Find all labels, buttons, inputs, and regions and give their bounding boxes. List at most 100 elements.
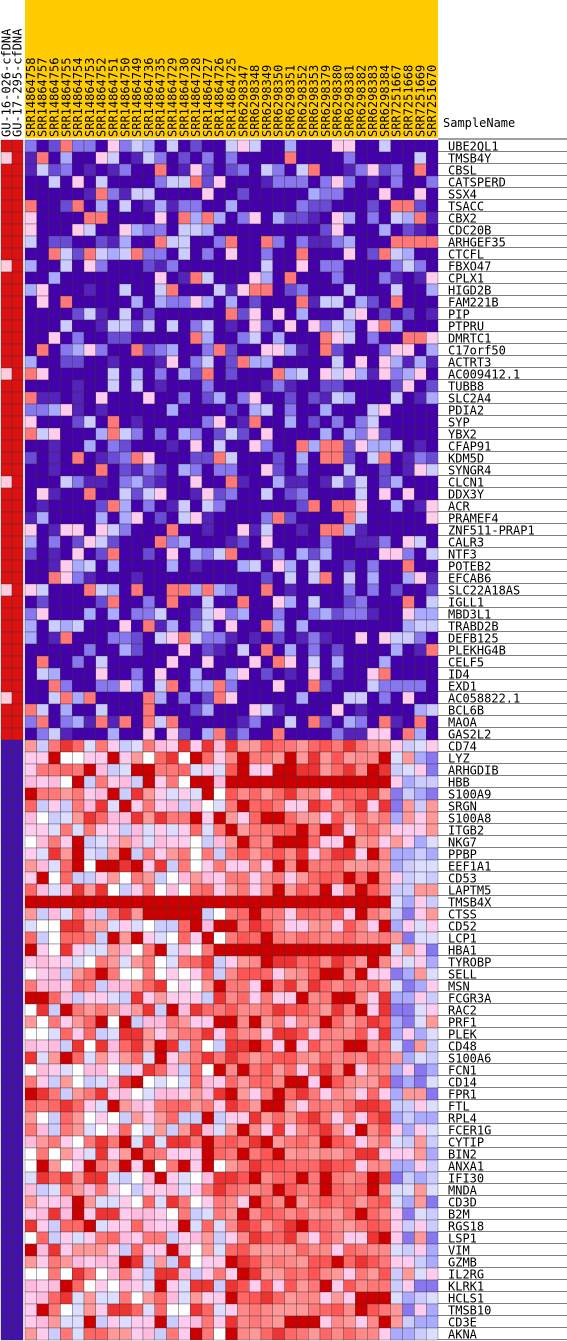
heatmap-cell: [36, 619, 49, 633]
heatmap-cell: [131, 583, 144, 597]
class-cell: [0, 955, 13, 969]
heatmap-cell: [83, 691, 96, 705]
heatmap-cell: [190, 955, 203, 969]
heatmap-cell: [107, 991, 120, 1005]
heatmap-cell: [107, 547, 120, 561]
class-cell: [0, 823, 13, 837]
heatmap-cell: [402, 1207, 415, 1221]
heatmap-cell: [24, 667, 37, 681]
heatmap-cell: [83, 775, 96, 789]
heatmap-cell: [378, 763, 391, 777]
heatmap-cell: [402, 151, 415, 165]
heatmap-cell: [48, 1195, 61, 1209]
heatmap-cell: [48, 295, 61, 309]
heatmap-cell: [319, 1171, 332, 1185]
heatmap-cell: [119, 967, 132, 981]
heatmap-cell: [119, 1171, 132, 1185]
heatmap-cell: [308, 967, 321, 981]
heatmap-cell: [119, 1051, 132, 1065]
heatmap-cell: [154, 955, 167, 969]
heatmap-cell: [83, 511, 96, 525]
heatmap-cell: [142, 799, 155, 813]
class-cell: [0, 1291, 13, 1305]
heatmap-cell: [331, 307, 344, 321]
heatmap-cell: [201, 895, 214, 909]
heatmap-cell: [95, 331, 108, 345]
heatmap-cell: [284, 679, 297, 693]
heatmap-cell: [225, 967, 238, 981]
heatmap-cell: [24, 487, 37, 501]
heatmap-cell: [319, 1099, 332, 1113]
heatmap-cell: [355, 175, 368, 189]
heatmap-cell: [426, 703, 439, 717]
heatmap-cell: [296, 1327, 309, 1341]
heatmap-cell: [284, 1147, 297, 1161]
heatmap-cell: [166, 1279, 179, 1293]
heatmap-cell: [237, 1075, 250, 1089]
heatmap-cell: [72, 1003, 85, 1017]
heatmap-cell: [72, 571, 85, 585]
heatmap-cell: [355, 223, 368, 237]
heatmap-cell: [225, 295, 238, 309]
heatmap-cell: [48, 1075, 61, 1089]
heatmap-cell: [331, 607, 344, 621]
heatmap-cell: [296, 451, 309, 465]
heatmap-cell: [260, 1015, 273, 1029]
heatmap-cell: [213, 391, 226, 405]
heatmap-cell: [60, 403, 73, 417]
heatmap-cell: [213, 271, 226, 285]
heatmap-cell: [131, 1291, 144, 1305]
heatmap-cell: [154, 1159, 167, 1173]
heatmap-cell: [426, 343, 439, 357]
heatmap-cell: [308, 1303, 321, 1317]
heatmap-cell: [107, 1183, 120, 1197]
heatmap-cell: [36, 307, 49, 321]
heatmap-cell: [36, 1267, 49, 1281]
heatmap-cell: [60, 463, 73, 477]
heatmap-cell: [260, 139, 273, 153]
heatmap-cell: [95, 643, 108, 657]
heatmap-cell: [355, 1243, 368, 1257]
gene-label: MSN: [448, 980, 470, 994]
heatmap-cell: [225, 1267, 238, 1281]
heatmap-cell: [48, 271, 61, 285]
heatmap-cell: [343, 967, 356, 981]
heatmap-cell: [237, 1267, 250, 1281]
heatmap-cell: [190, 475, 203, 489]
heatmap-cell: [190, 427, 203, 441]
heatmap-cell: [272, 919, 285, 933]
heatmap-cell: [95, 1267, 108, 1281]
heatmap-cell: [249, 259, 262, 273]
heatmap-cell: [343, 1315, 356, 1329]
heatmap-cell: [213, 1171, 226, 1185]
heatmap-cell: [166, 247, 179, 261]
heatmap-cell: [260, 583, 273, 597]
heatmap-cell: [119, 283, 132, 297]
heatmap-cell: [367, 223, 380, 237]
class-cell: [0, 391, 13, 405]
heatmap-cell: [284, 403, 297, 417]
heatmap-cell: [60, 1087, 73, 1101]
heatmap-cell: [83, 211, 96, 225]
class-cell: [11, 943, 24, 957]
heatmap-cell: [355, 679, 368, 693]
heatmap-cell: [426, 751, 439, 765]
heatmap-cell: [142, 463, 155, 477]
heatmap-cell: [142, 1075, 155, 1089]
heatmap-cell: [402, 355, 415, 369]
heatmap-cell: [83, 1015, 96, 1029]
heatmap-cell: [272, 139, 285, 153]
heatmap-cell: [343, 187, 356, 201]
heatmap-cell: [119, 751, 132, 765]
heatmap-cell: [48, 823, 61, 837]
sample-label: SRR6298381: [343, 65, 357, 137]
heatmap-cell: [390, 775, 403, 789]
heatmap-cell: [237, 451, 250, 465]
class-cell: [0, 1015, 13, 1029]
heatmap-cell: [296, 379, 309, 393]
heatmap-cell: [308, 979, 321, 993]
heatmap-cell: [131, 439, 144, 453]
heatmap-cell: [367, 1243, 380, 1257]
heatmap-cell: [296, 463, 309, 477]
heatmap-cell: [402, 463, 415, 477]
